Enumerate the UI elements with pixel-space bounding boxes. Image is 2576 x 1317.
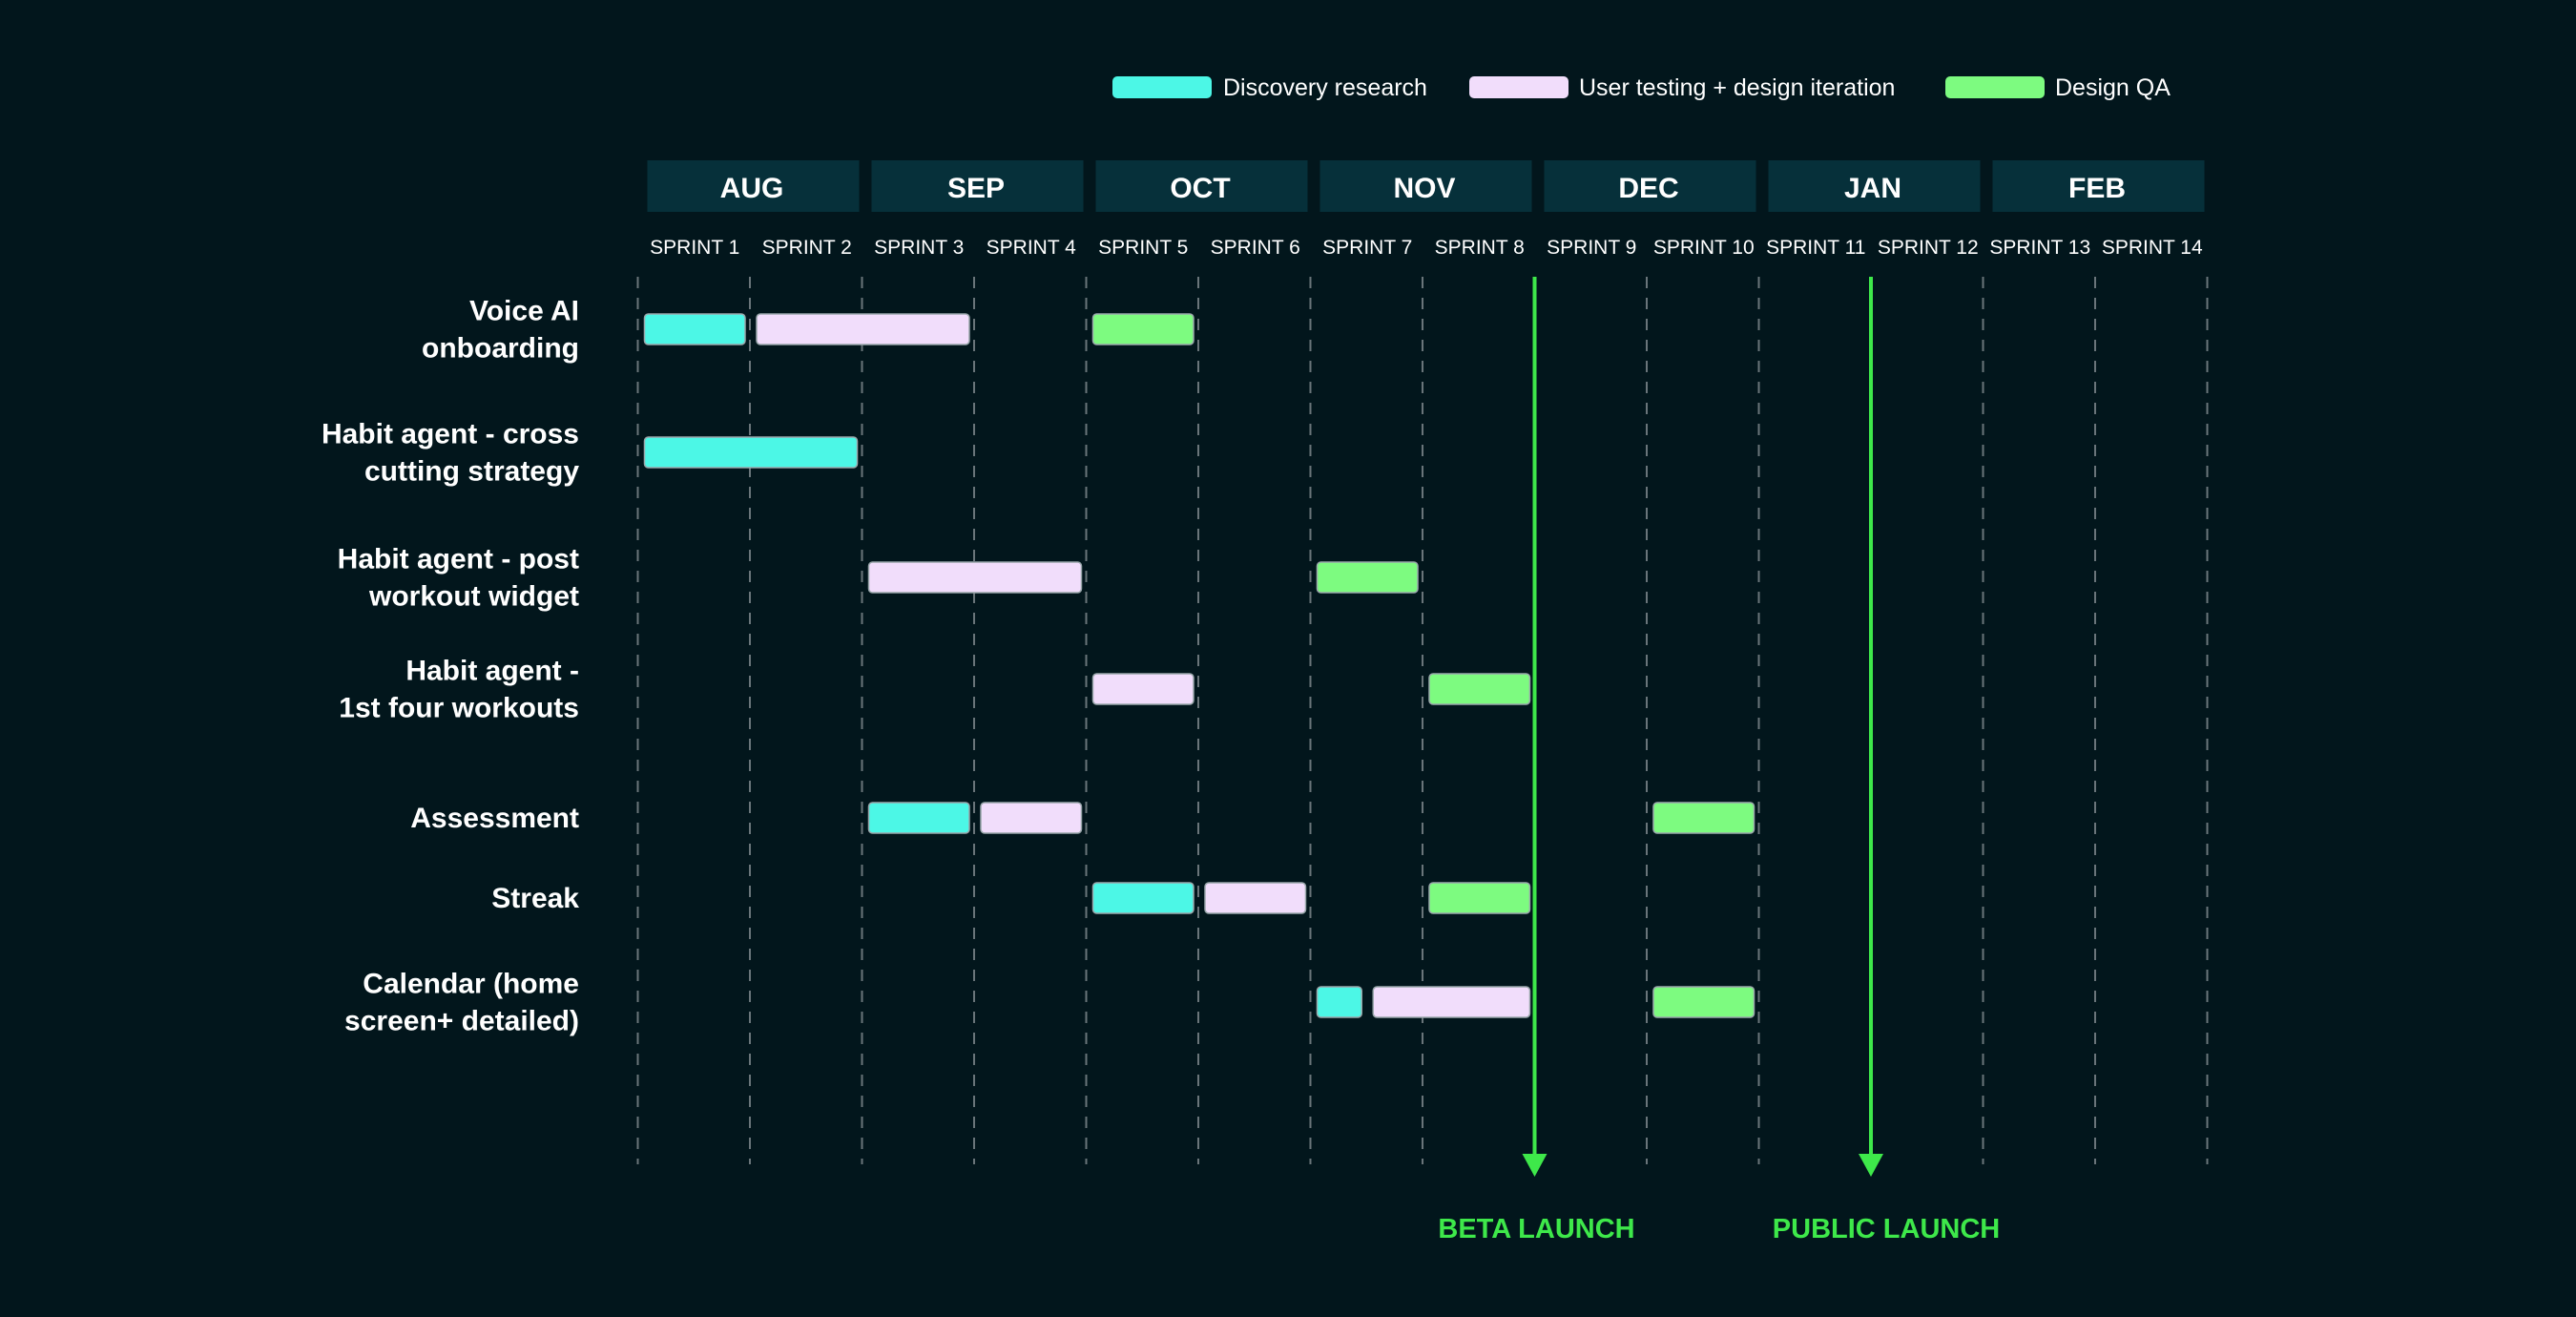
milestone-arrow-2 (1859, 1154, 1883, 1177)
bar-row6-testing (1204, 882, 1307, 914)
row-label-line: workout widget (368, 581, 579, 613)
sprint-label-13: SPRINT 13 (1989, 237, 2090, 259)
row-label-1: Voice AI onboarding (422, 296, 579, 365)
row-label-line: Habit agent - post (338, 544, 579, 575)
sprint-label-8: SPRINT 8 (1435, 237, 1525, 259)
bar-row1-testing (756, 313, 970, 345)
legend-swatch-qa (1945, 76, 2045, 98)
bar-row1-qa (1091, 313, 1195, 345)
month-label-aug: AUG (720, 173, 784, 204)
task-bars (643, 313, 1755, 1018)
row-label-line: Habit agent - cross (322, 419, 579, 450)
bar-row6-qa (1428, 882, 1531, 914)
month-label-nov: NOV (1393, 173, 1455, 204)
sprint-label-4: SPRINT 4 (987, 237, 1076, 259)
sprint-label-5: SPRINT 5 (1098, 237, 1188, 259)
month-label-sep: SEP (947, 173, 1005, 204)
sprint-label-11: SPRINT 11 (1766, 237, 1865, 259)
row-label-line: screen+ detailed) (344, 1006, 579, 1037)
row-label-7: Calendar (home screen+ detailed) (344, 969, 579, 1037)
bar-row7-qa (1652, 986, 1755, 1018)
row-label-line: Calendar (home (363, 969, 579, 1000)
row-label-line: Assessment (410, 803, 579, 834)
bar-row1-discovery (643, 313, 746, 345)
bar-row6-discovery (1091, 882, 1195, 914)
legend-label-discovery: Discovery research (1223, 74, 1427, 101)
month-headers: AUG SEP OCT NOV DEC JAN FEB (647, 160, 2205, 212)
milestones: BETA LAUNCH PUBLIC LAUNCH (1438, 277, 2000, 1244)
row-label-3: Habit agent - post workout widget (338, 544, 579, 613)
milestone-label-1: BETA LAUNCH (1438, 1214, 1634, 1244)
bar-row7-discovery (1316, 986, 1362, 1018)
sprint-headers: SPRINT 1 SPRINT 2 SPRINT 3 SPRINT 4 SPRINT 5… (650, 237, 2203, 259)
month-label-jan: JAN (1844, 173, 1901, 204)
row-label-5: Assessment (410, 803, 579, 834)
row-label-line: Voice AI (469, 296, 579, 327)
row-labels: Voice AI onboarding Habit agent - cross cut… (322, 296, 579, 1037)
row-label-line: Streak (491, 883, 579, 914)
row-label-line: 1st four workouts (339, 693, 579, 724)
sprint-label-10: SPRINT 10 (1653, 237, 1755, 259)
row-label-line: onboarding (422, 333, 579, 365)
legend: Discovery research User testing + design … (1112, 74, 2171, 101)
bar-row3-testing (867, 561, 1083, 594)
sprint-label-1: SPRINT 1 (650, 237, 739, 259)
sprint-label-3: SPRINT 3 (874, 237, 964, 259)
legend-swatch-discovery (1112, 76, 1212, 98)
bar-row4-testing (1091, 673, 1195, 705)
row-label-6: Streak (491, 883, 579, 914)
sprint-label-6: SPRINT 6 (1211, 237, 1300, 259)
milestone-label-2: PUBLIC LAUNCH (1773, 1214, 2000, 1244)
bar-row3-qa (1316, 561, 1419, 594)
row-label-line: cutting strategy (364, 456, 579, 488)
row-label-2: Habit agent - cross cutting strategy (322, 419, 579, 488)
legend-swatch-testing (1469, 76, 1568, 98)
month-label-feb: FEB (2068, 173, 2126, 204)
month-header-jan (1768, 160, 1981, 212)
sprint-gridlines (636, 277, 2209, 1164)
bar-row5-testing (980, 802, 1083, 834)
month-label-oct: OCT (1170, 173, 1230, 204)
bar-row4-qa (1428, 673, 1531, 705)
sprint-label-12: SPRINT 12 (1878, 237, 1979, 259)
sprint-label-7: SPRINT 7 (1322, 237, 1412, 259)
legend-label-qa: Design QA (2055, 74, 2171, 101)
legend-label-testing: User testing + design iteration (1579, 74, 1895, 101)
month-header-oct (1095, 160, 1308, 212)
month-header-nov (1319, 160, 1532, 212)
month-header-sep (871, 160, 1084, 212)
month-header-feb (1992, 160, 2205, 212)
sprint-label-14: SPRINT 14 (2102, 237, 2203, 259)
month-header-dec (1544, 160, 1756, 212)
bar-row2-discovery (643, 436, 859, 469)
bar-row5-discovery (867, 802, 970, 834)
month-header-aug (647, 160, 860, 212)
sprint-label-9: SPRINT 9 (1547, 237, 1636, 259)
bar-row7-testing (1372, 986, 1531, 1018)
month-label-dec: DEC (1618, 173, 1678, 204)
sprint-label-2: SPRINT 2 (762, 237, 852, 259)
milestone-arrow-1 (1522, 1154, 1548, 1177)
row-label-line: Habit agent - (405, 656, 579, 687)
row-label-4: Habit agent - 1st four workouts (339, 656, 579, 724)
bar-row5-qa (1652, 802, 1755, 834)
